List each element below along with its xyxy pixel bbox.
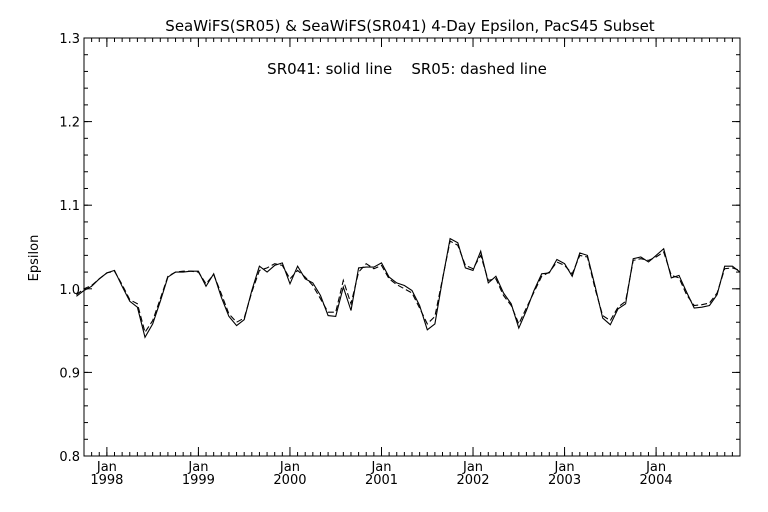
y-axis: 0.8 0.9 1.0 1.1 1.2 1.3 (59, 32, 740, 465)
x-tick-label-year: 1999 (182, 473, 215, 488)
x-tick-label-month: Jan (645, 460, 666, 475)
legend-annotation: SR041: solid line SR05: dashed line (267, 60, 547, 78)
x-tick-label-year: 2000 (273, 473, 306, 488)
x-tick-label-month: Jan (554, 460, 575, 475)
y-axis-label: Epsilon (27, 235, 42, 282)
y-tick-label: 1.3 (59, 32, 80, 47)
x-tick-label-year: 2002 (456, 473, 489, 488)
x-axis: Jan1998Jan1999Jan2000Jan2001Jan2002Jan20… (83, 38, 741, 488)
x-tick-label-month: Jan (96, 460, 117, 475)
y-tick-label: 1.2 (59, 116, 80, 131)
series-layer (76, 237, 741, 339)
y-tick-label: 0.9 (59, 366, 80, 381)
chart-title: SeaWiFS(SR05) & SeaWiFS(SR041) 4-Day Eps… (165, 17, 655, 35)
y-tick-label: 1.0 (59, 283, 80, 298)
y-tick-label: 0.8 (59, 450, 80, 465)
x-tick-label-year: 2004 (640, 473, 673, 488)
x-tick-label-year: 1998 (90, 473, 123, 488)
x-tick-label-year: 2003 (548, 473, 581, 488)
plot-frame (83, 37, 741, 457)
x-tick-label-month: Jan (279, 460, 300, 475)
x-tick-label-month: Jan (187, 460, 208, 475)
y-tick-label: 1.1 (59, 199, 80, 214)
x-tick-label-month: Jan (462, 460, 483, 475)
x-tick-label-month: Jan (370, 460, 391, 475)
series-line-sr041 (76, 237, 741, 339)
x-tick-label-year: 2001 (365, 473, 398, 488)
series-line-sr05 (76, 240, 741, 334)
